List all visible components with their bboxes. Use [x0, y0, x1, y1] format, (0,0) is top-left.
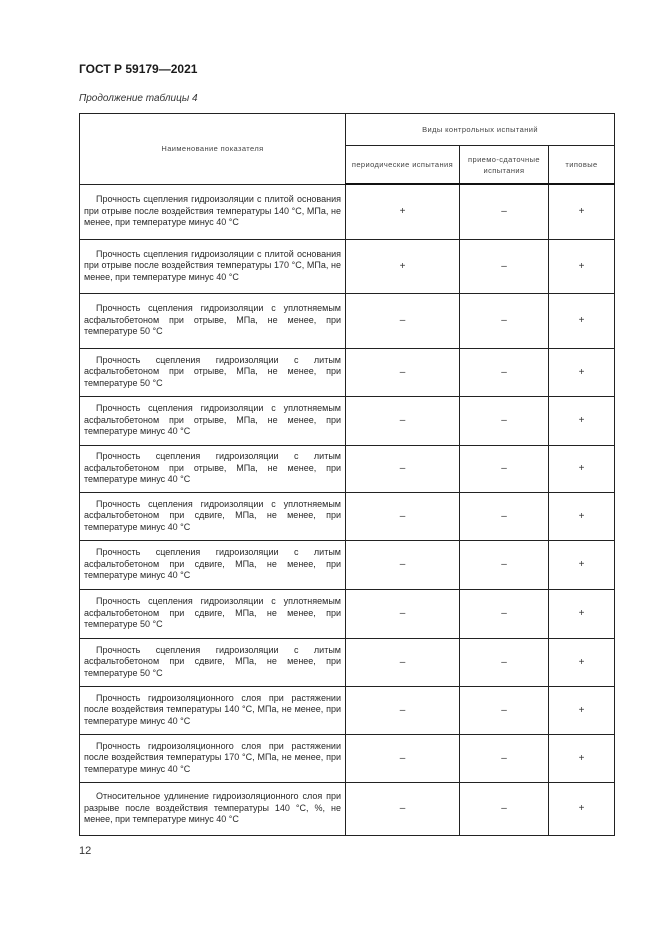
type-mark: + — [547, 733, 616, 783]
table-row: Прочность сцепления гидроизоляции с упло… — [79, 491, 616, 541]
acceptance-mark: – — [459, 183, 549, 240]
periodic-mark: – — [345, 491, 460, 541]
column-header-name: Наименование показателя — [79, 113, 346, 185]
indicator-text: Прочность гидроизоляционного слоя при ра… — [84, 740, 341, 774]
indicator-text: Прочность сцепления гидроизоляции с литы… — [84, 547, 341, 581]
page-number: 12 — [79, 845, 92, 857]
table-row: Прочность сцепления гидроизоляции с плит… — [79, 183, 616, 240]
type-mark: + — [547, 395, 616, 446]
acceptance-mark: – — [459, 637, 549, 687]
periodic-mark: – — [345, 637, 460, 687]
type-mark: + — [547, 238, 616, 294]
acceptance-mark: – — [459, 539, 549, 590]
table-row: Прочность сцепления гидроизоляции с упло… — [79, 588, 616, 639]
table-row: Прочность сцепления гидроизоляции с упло… — [79, 292, 616, 349]
periodic-mark: + — [345, 238, 460, 294]
indicator-text: Прочность сцепления гидроизоляции с упло… — [84, 498, 341, 532]
indicator-name: Прочность сцепления гидроизоляции с упло… — [79, 395, 346, 446]
acceptance-mark: – — [459, 347, 549, 397]
indicator-name: Прочность сцепления гидроизоляции с литы… — [79, 539, 346, 590]
table-row: Прочность сцепления гидроизоляции с плит… — [79, 238, 616, 294]
periodic-mark: – — [345, 733, 460, 783]
indicator-text: Прочность сцепления гидроизоляции с упло… — [84, 596, 341, 630]
acceptance-mark: – — [459, 781, 549, 836]
periodic-mark: – — [345, 685, 460, 735]
acceptance-mark: – — [459, 292, 549, 349]
table-row: Прочность сцепления гидроизоляции с литы… — [79, 539, 616, 590]
acceptance-mark: – — [459, 588, 549, 639]
type-mark: + — [547, 539, 616, 590]
indicator-text: Прочность сцепления гидроизоляции с литы… — [84, 644, 341, 678]
indicator-text: Прочность сцепления гидроизоляции с литы… — [84, 354, 341, 388]
indicator-name: Прочность сцепления гидроизоляции с литы… — [79, 637, 346, 687]
table-row: Прочность сцепления гидроизоляции с литы… — [79, 637, 616, 687]
indicator-text: Прочность сцепления гидроизоляции с упло… — [84, 303, 341, 337]
indicator-name: Прочность гидроизоляционного слоя при ра… — [79, 733, 346, 783]
indicator-name: Прочность сцепления гидроизоляции с плит… — [79, 238, 346, 294]
indicator-text: Прочность сцепления гидроизоляции с плит… — [84, 248, 341, 282]
periodic-mark: – — [345, 347, 460, 397]
table-row: Относительное удлинение гидроизоляционно… — [79, 781, 616, 836]
table-row: Прочность гидроизоляционного слоя при ра… — [79, 685, 616, 735]
indicator-text: Относительное удлинение гидроизоляционно… — [84, 791, 341, 825]
table-row: Прочность сцепления гидроизоляции с литы… — [79, 444, 616, 493]
acceptance-mark: – — [459, 238, 549, 294]
indicator-name: Относительное удлинение гидроизоляционно… — [79, 781, 346, 836]
table-row: Прочность сцепления гидроизоляции с литы… — [79, 347, 616, 397]
indicator-name: Прочность сцепления гидроизоляции с литы… — [79, 444, 346, 493]
periodic-mark: – — [345, 395, 460, 446]
acceptance-mark: – — [459, 444, 549, 493]
document-title: ГОСТ Р 59179—2021 — [79, 62, 198, 76]
indicator-text: Прочность сцепления гидроизоляции с плит… — [84, 194, 341, 228]
periodic-mark: – — [345, 539, 460, 590]
column-header-acceptance: приемо-сдаточные испытания — [459, 145, 549, 185]
type-mark: + — [547, 444, 616, 493]
type-mark: + — [547, 781, 616, 836]
acceptance-mark: – — [459, 733, 549, 783]
type-mark: + — [547, 491, 616, 541]
periodic-mark: – — [345, 781, 460, 836]
indicator-name: Прочность сцепления гидроизоляции с упло… — [79, 588, 346, 639]
type-mark: + — [547, 292, 616, 349]
indicator-name: Прочность сцепления гидроизоляции с упло… — [79, 491, 346, 541]
table-row: Прочность гидроизоляционного слоя при ра… — [79, 733, 616, 783]
indicator-name: Прочность сцепления гидроизоляции с упло… — [79, 292, 346, 349]
periodic-mark: – — [345, 588, 460, 639]
type-mark: + — [547, 685, 616, 735]
column-header-type: типовые — [547, 145, 616, 185]
indicator-text: Прочность гидроизоляционного слоя при ра… — [84, 692, 341, 726]
column-header-periodic: периодические испытания — [345, 145, 460, 185]
periodic-mark: + — [345, 183, 460, 240]
indicator-name: Прочность гидроизоляционного слоя при ра… — [79, 685, 346, 735]
table-row: Прочность сцепления гидроизоляции с упло… — [79, 395, 616, 446]
acceptance-mark: – — [459, 685, 549, 735]
type-mark: + — [547, 347, 616, 397]
periodic-mark: – — [345, 444, 460, 493]
indicator-text: Прочность сцепления гидроизоляции с упло… — [84, 403, 341, 437]
tests-table: Наименование показателя Виды контрольных… — [79, 113, 616, 836]
table-caption: Продолжение таблицы 4 — [79, 93, 198, 104]
acceptance-mark: – — [459, 491, 549, 541]
indicator-name: Прочность сцепления гидроизоляции с плит… — [79, 183, 346, 240]
indicator-name: Прочность сцепления гидроизоляции с литы… — [79, 347, 346, 397]
type-mark: + — [547, 183, 616, 240]
type-mark: + — [547, 588, 616, 639]
column-group-header: Виды контрольных испытаний — [344, 113, 616, 146]
type-mark: + — [547, 637, 616, 687]
acceptance-mark: – — [459, 395, 549, 446]
periodic-mark: – — [345, 292, 460, 349]
indicator-text: Прочность сцепления гидроизоляции с литы… — [84, 451, 341, 485]
